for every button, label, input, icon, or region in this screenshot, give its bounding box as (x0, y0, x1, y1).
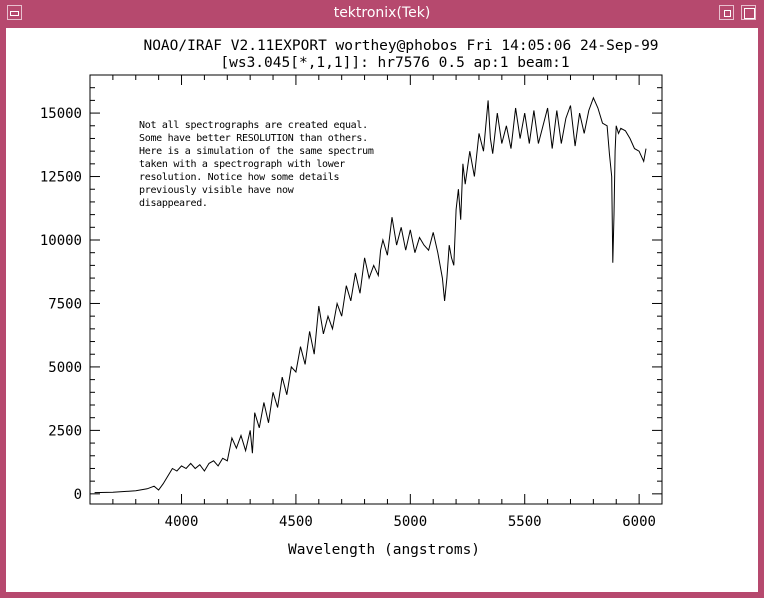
axis-tick-labels: 0 2500 5000 7500 10000 12500 15000 4000 4500 5000… (40, 106, 656, 530)
annotation-text: Not all spectrographs are created equal.… (139, 120, 374, 209)
y-tick-label: 2500 (48, 423, 82, 439)
y-tick-label: 7500 (48, 296, 82, 312)
x-axis-label: Wavelength (angstroms) (288, 542, 480, 558)
maximize-button[interactable] (741, 5, 756, 20)
x-tick-label: 4500 (279, 514, 313, 530)
annotation-line: previously visible have now (139, 185, 295, 196)
annotation-line: Some have better RESOLUTION than others. (139, 133, 368, 144)
annotation-line: disappeared. (139, 198, 208, 209)
axis-ticks (89, 75, 663, 504)
minimize-icon (724, 10, 731, 17)
x-tick-label: 6000 (622, 514, 656, 530)
annotation-line: Not all spectrographs are created equal. (139, 120, 368, 131)
graphics-canvas: NOAO/IRAF V2.11EXPORT worthey@phobos Fri… (6, 28, 758, 592)
x-tick-label: 5000 (393, 514, 427, 530)
chart-header-line2: [ws3.045[*,1,1]]: hr7576 0.5 ap:1 beam:1 (220, 55, 569, 71)
y-tick-label: 10000 (40, 233, 82, 249)
annotation-line: resolution. Notice how some details (139, 172, 339, 183)
y-tick-label: 0 (74, 487, 82, 503)
plot-frame (89, 74, 663, 505)
spectrum-chart: NOAO/IRAF V2.11EXPORT worthey@phobos Fri… (40, 38, 663, 558)
x-tick-label: 5500 (508, 514, 542, 530)
x-tick-label: 4000 (165, 514, 199, 530)
window-menu-button[interactable] (7, 5, 22, 20)
window-title: tektronix(Tek) (333, 5, 431, 21)
annotation-line: taken with a spectrograph with lower (139, 159, 345, 170)
y-tick-label: 5000 (48, 360, 82, 376)
maximize-icon (744, 8, 755, 19)
window-titlebar[interactable]: tektronix(Tek) (0, 0, 764, 28)
chart-header-line1: NOAO/IRAF V2.11EXPORT worthey@phobos Fri… (143, 38, 658, 54)
annotation-line: Here is a simulation of the same spectru… (139, 146, 374, 157)
spectrum-line (94, 96, 647, 494)
y-tick-label: 15000 (40, 106, 82, 122)
minimize-button[interactable] (719, 5, 734, 20)
menu-bar-icon (10, 11, 19, 16)
y-tick-label: 12500 (40, 170, 82, 186)
